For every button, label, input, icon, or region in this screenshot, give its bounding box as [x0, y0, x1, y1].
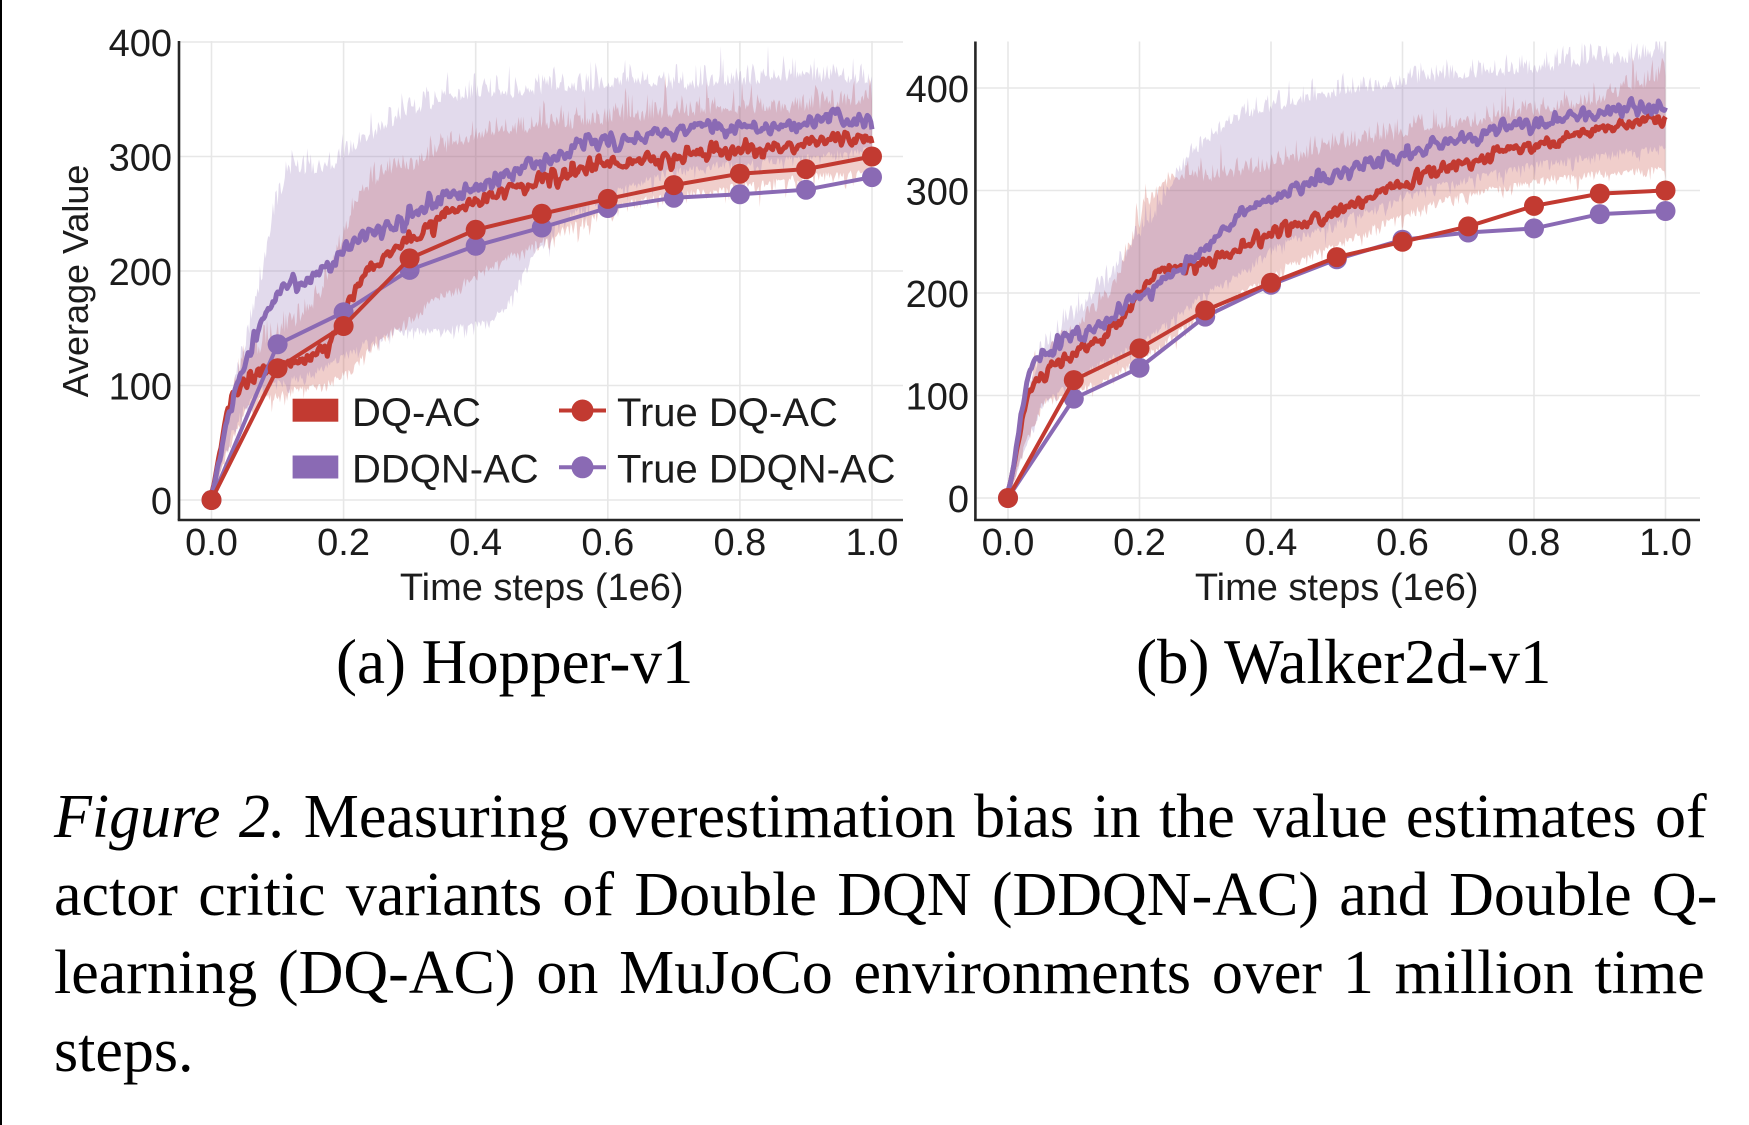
svg-text:0: 0	[151, 481, 172, 523]
svg-text:0.6: 0.6	[1376, 522, 1429, 564]
svg-text:0.8: 0.8	[713, 522, 766, 564]
svg-text:0.6: 0.6	[581, 522, 634, 564]
svg-text:0.8: 0.8	[1508, 522, 1561, 564]
svg-text:True DDQN-AC: True DDQN-AC	[617, 448, 896, 492]
svg-text:DQ-AC: DQ-AC	[352, 391, 481, 435]
svg-text:400: 400	[906, 69, 969, 111]
svg-text:1.0: 1.0	[846, 522, 899, 564]
svg-text:0.2: 0.2	[317, 522, 370, 564]
svg-text:100: 100	[109, 367, 172, 409]
svg-text:0.2: 0.2	[1113, 522, 1166, 564]
svg-text:0.4: 0.4	[1245, 522, 1298, 564]
svg-text:Time steps (1e6): Time steps (1e6)	[1195, 567, 1479, 609]
svg-text:300: 300	[906, 172, 969, 214]
svg-text:0: 0	[948, 479, 969, 521]
svg-text:200: 200	[109, 252, 172, 294]
svg-text:Average Value: Average Value	[55, 165, 96, 398]
svg-text:DDQN-AC: DDQN-AC	[352, 448, 539, 492]
svg-text:300: 300	[109, 138, 172, 180]
svg-text:0.4: 0.4	[449, 522, 502, 564]
svg-text:200: 200	[906, 274, 969, 316]
svg-text:0.0: 0.0	[982, 522, 1035, 564]
svg-text:1.0: 1.0	[1639, 522, 1692, 564]
svg-text:100: 100	[906, 377, 969, 419]
svg-text:400: 400	[109, 23, 172, 65]
svg-text:True DQ-AC: True DQ-AC	[617, 391, 838, 435]
svg-text:Time steps (1e6): Time steps (1e6)	[400, 567, 684, 609]
svg-text:0.0: 0.0	[185, 522, 238, 564]
